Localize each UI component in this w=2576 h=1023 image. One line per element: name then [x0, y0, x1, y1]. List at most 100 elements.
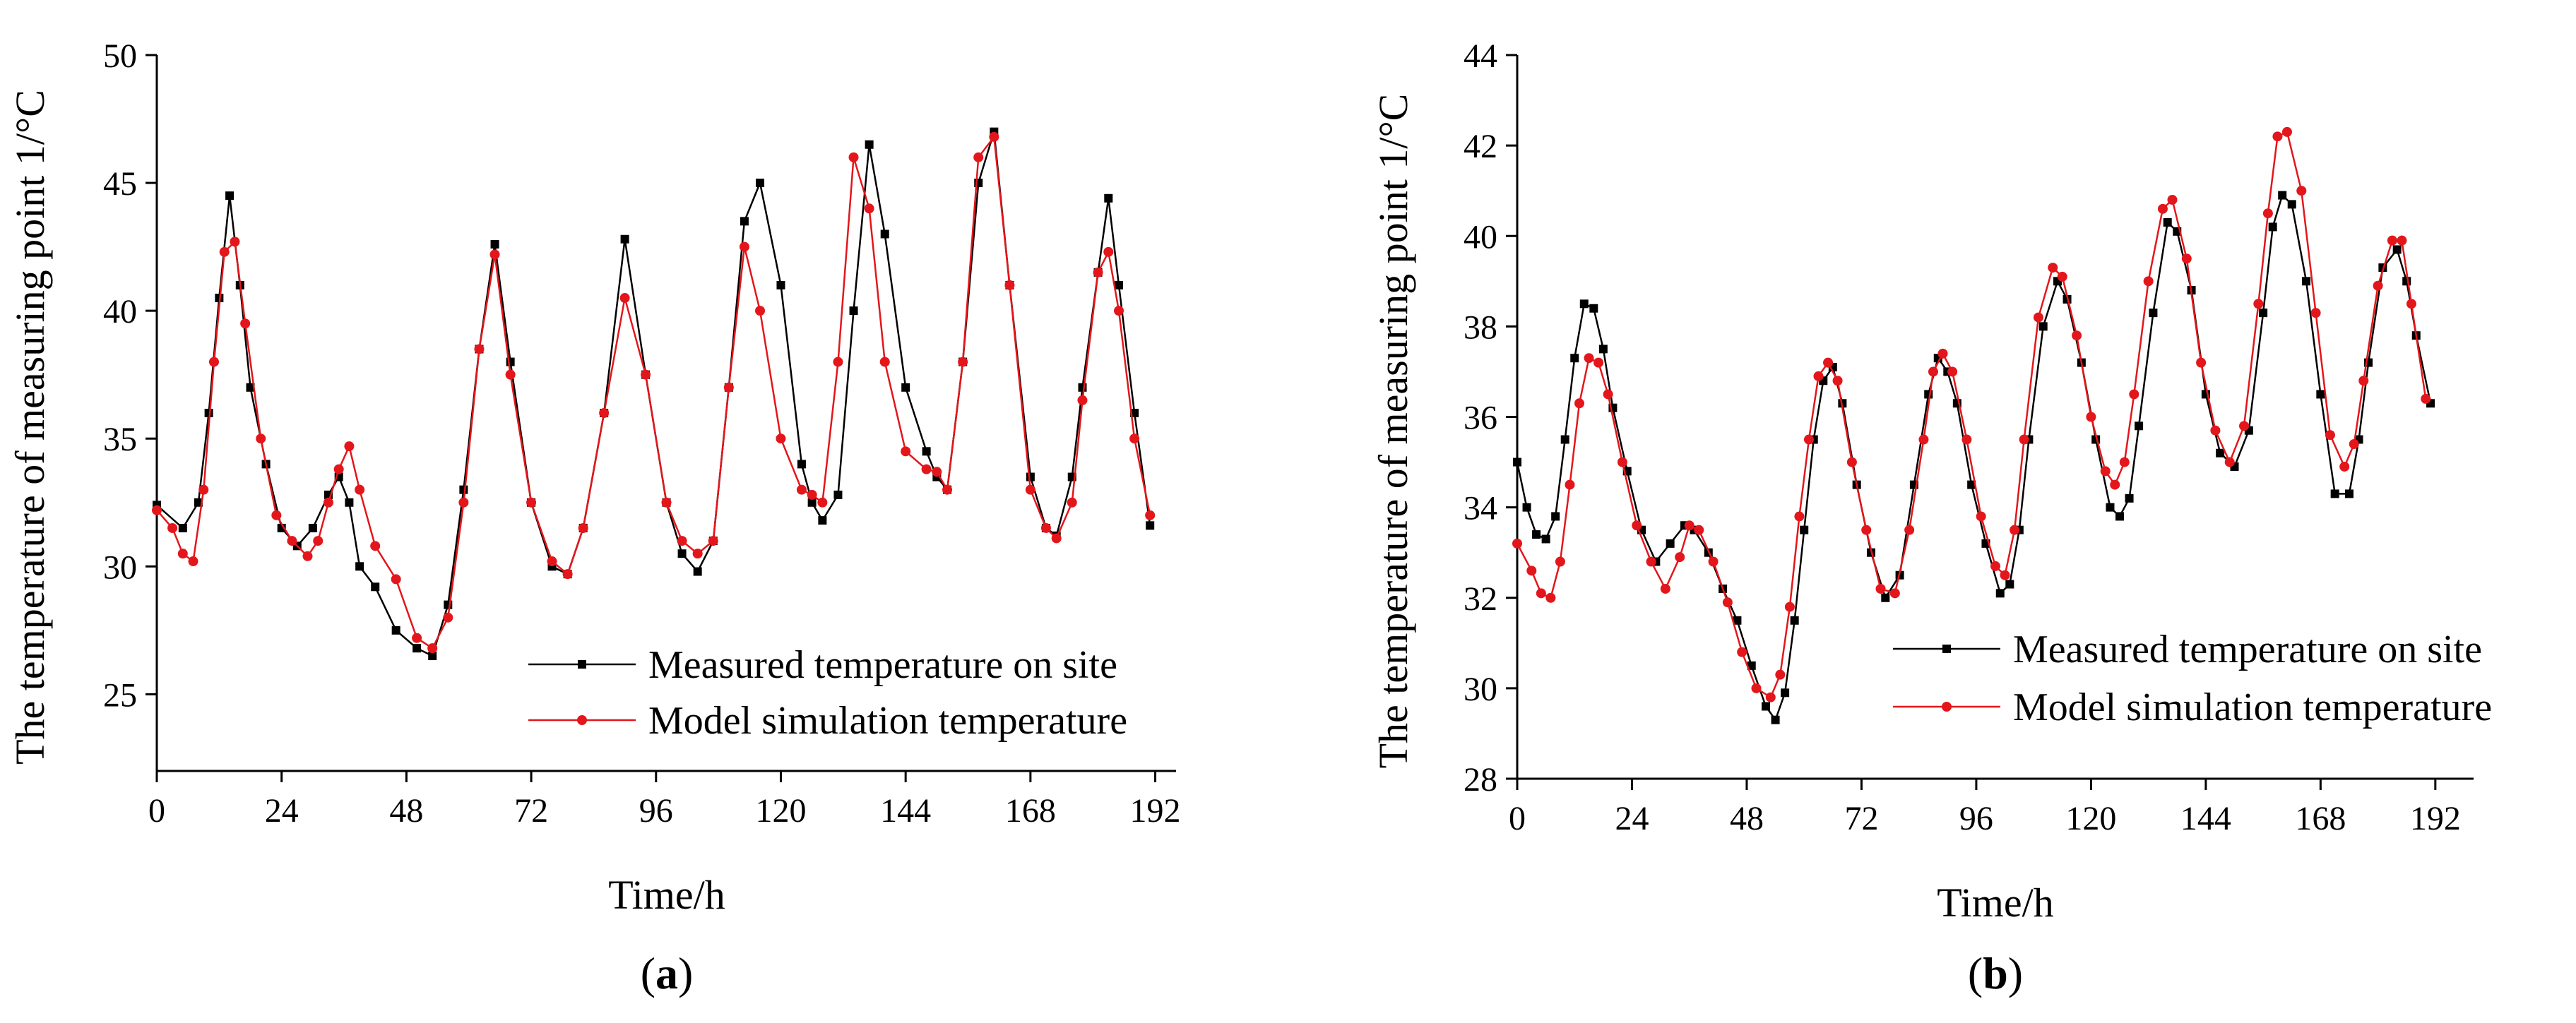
y-tick-label: 35: [103, 421, 137, 458]
data-point: [2358, 376, 2369, 386]
data-point: [1103, 246, 1114, 257]
data-point: [412, 633, 422, 643]
data-point: [1632, 520, 1642, 531]
data-point: [880, 229, 889, 239]
y-tick-label: 40: [103, 293, 137, 330]
data-point: [1598, 345, 1608, 354]
data-point: [1513, 457, 1521, 467]
chart-panel-b: 0 24 48 72 96 120 144 168 192 28 30 32 34 36 38 40 42 44 T…: [1370, 37, 2492, 998]
data-point: [1722, 597, 1733, 608]
panel-label-close: ): [678, 948, 693, 998]
data-point: [797, 460, 806, 469]
data-point: [901, 446, 911, 457]
data-point: [1781, 688, 1790, 698]
data-point: [2167, 195, 2178, 205]
data-point: [1771, 715, 1780, 724]
data-point: [167, 522, 178, 533]
legend-marker: [1942, 702, 1952, 712]
data-point: [2072, 330, 2082, 341]
y-tick-label: 42: [1464, 128, 1497, 165]
data-point: [412, 644, 422, 653]
data-point: [2196, 357, 2207, 368]
data-point: [1025, 484, 1035, 495]
data-point: [1555, 556, 1565, 567]
y-axis-title: The temperature of measuring point 1/°C: [7, 90, 53, 765]
series-line: [1516, 131, 2427, 699]
data-point: [355, 562, 364, 571]
data-point: [1846, 457, 1857, 467]
data-point: [219, 246, 230, 257]
data-point: [2216, 448, 2225, 457]
data-point: [2033, 312, 2043, 323]
data-point: [1146, 521, 1155, 530]
y-tick-label: 50: [103, 37, 137, 75]
data-point: [989, 131, 999, 142]
data-point: [1995, 589, 2005, 598]
panel-label: (a): [641, 948, 694, 998]
data-point: [2149, 309, 2158, 318]
data-point: [2278, 191, 2287, 200]
data-point: [2259, 309, 2268, 318]
data-point: [2373, 280, 2383, 291]
data-point: [1967, 480, 1976, 489]
data-point: [807, 489, 817, 500]
data-point: [2397, 235, 2407, 246]
data-point: [355, 484, 365, 495]
data-point: [2253, 299, 2264, 309]
data-point: [308, 523, 317, 532]
data-point: [474, 344, 485, 354]
data-point: [225, 191, 235, 201]
data-point: [2402, 277, 2411, 286]
data-point: [1114, 306, 1124, 316]
panel-label-open: (: [1968, 948, 1983, 998]
data-point: [1800, 525, 1809, 534]
y-tick-label: 30: [1464, 671, 1497, 708]
x-axis-title: Time/h: [608, 872, 725, 918]
data-point: [1584, 353, 1594, 364]
x-tick-label: 48: [389, 792, 423, 830]
data-point: [1077, 395, 1088, 405]
x-tick-label: 96: [1959, 800, 1993, 837]
data-point: [240, 318, 251, 329]
data-point: [1646, 556, 1656, 567]
x-tick-label: 24: [1615, 800, 1649, 837]
data-point: [865, 140, 874, 149]
data-point: [807, 498, 817, 507]
data-point: [344, 441, 355, 452]
x-tick-label: 120: [755, 792, 806, 830]
data-point: [177, 549, 188, 559]
data-point: [2181, 253, 2192, 264]
data-point: [1541, 534, 1550, 544]
data-point: [2339, 461, 2350, 472]
data-point: [1918, 434, 1929, 445]
data-point: [2325, 430, 2335, 441]
data-point: [776, 280, 785, 289]
series-simulated: [1512, 126, 2431, 702]
data-point: [1545, 592, 1556, 603]
data-point: [2392, 245, 2402, 254]
data-point: [974, 179, 983, 188]
data-point: [2005, 580, 2014, 589]
data-point: [1051, 533, 1062, 544]
data-point: [848, 152, 859, 162]
data-point: [2406, 299, 2416, 309]
data-point: [428, 652, 437, 661]
data-point: [1803, 434, 1814, 445]
data-point: [230, 237, 240, 247]
legend: Measured temperature on site Model simula…: [1893, 628, 2492, 729]
x-tick-label: 168: [2295, 800, 2346, 837]
data-point: [1765, 692, 1776, 702]
data-point: [562, 569, 573, 580]
data-point: [1579, 299, 1589, 309]
data-point: [1589, 304, 1598, 313]
series-measured: [153, 127, 1155, 661]
data-point: [578, 522, 588, 533]
data-point: [1762, 702, 1771, 711]
data-point: [371, 582, 380, 592]
data-point: [287, 536, 297, 546]
data-point: [2421, 393, 2431, 404]
data-point: [2048, 263, 2058, 273]
legend-marker: [578, 660, 586, 669]
data-point: [2163, 218, 2172, 227]
